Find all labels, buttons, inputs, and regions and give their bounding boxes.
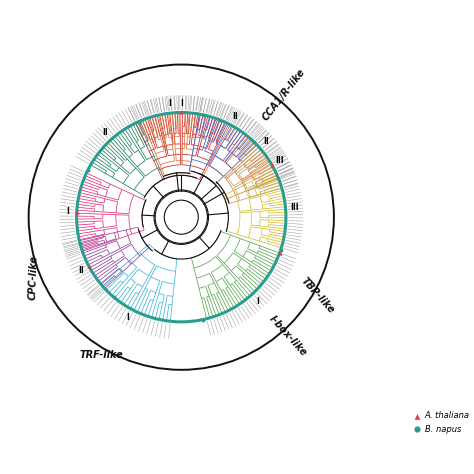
Text: TBP-like: TBP-like <box>299 276 336 316</box>
Text: I: I <box>66 207 69 216</box>
Text: II: II <box>78 266 83 275</box>
Text: III: III <box>275 156 284 165</box>
Text: III: III <box>291 203 299 212</box>
Text: I: I <box>168 100 171 109</box>
Legend: A. thaliana, B. napus: A. thaliana, B. napus <box>410 408 473 437</box>
Text: II: II <box>102 128 108 137</box>
Text: II: II <box>232 112 237 121</box>
Text: II: II <box>263 137 269 146</box>
Text: I: I <box>180 99 182 108</box>
Text: I: I <box>256 297 259 306</box>
Text: TRF-like: TRF-like <box>80 350 123 360</box>
Text: l-box-like: l-box-like <box>267 314 309 358</box>
Text: I: I <box>127 313 129 322</box>
Text: CCA1/R-like: CCA1/R-like <box>261 67 307 123</box>
Text: CPC-like: CPC-like <box>27 255 39 300</box>
